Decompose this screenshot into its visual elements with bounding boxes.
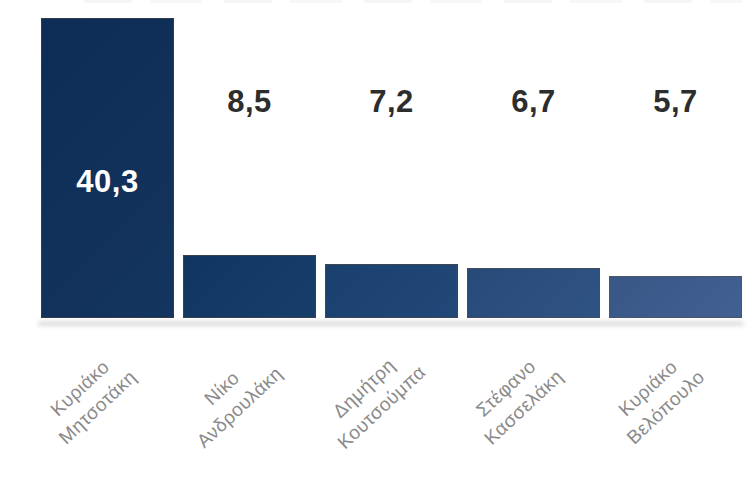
value-label-androulakis: 8,5 [183,87,316,117]
value-label-velopoulos: 5,7 [609,87,742,117]
poll-bar-chart: 40,3 8,5 7,2 6,7 5,7 Κυριάκο Μητσοτάκη Ν… [0,0,748,498]
bar-kyriakos-velopoulos [609,276,742,318]
x-axis-label-androulakis: Νίκο Ανδρουλάκη [174,342,289,454]
value-label-kasselakis: 6,7 [467,87,600,117]
baseline-shadow [38,321,744,326]
cropped-text-remnant [84,0,742,3]
x-axis-label-koutsoumpas: Δημήτρη Κουτσούμπα [314,341,431,455]
x-axis-label-mitsotakis: Κυριάκο Μητσοτάκη [36,346,143,451]
value-label-mitsotakis: 40,3 [41,167,174,197]
bar-dimitris-koutsoumpas [325,264,458,318]
x-axis-label-kasselakis: Στέφανο Κασσελάκη [461,345,569,451]
bar-stefanos-kasselakis [467,268,600,318]
bar-nikos-androulakis [183,255,316,318]
x-axis-label-velopoulos: Κυριάκο Βελόπουλο [603,346,710,451]
value-label-koutsoumpas: 7,2 [325,87,458,117]
